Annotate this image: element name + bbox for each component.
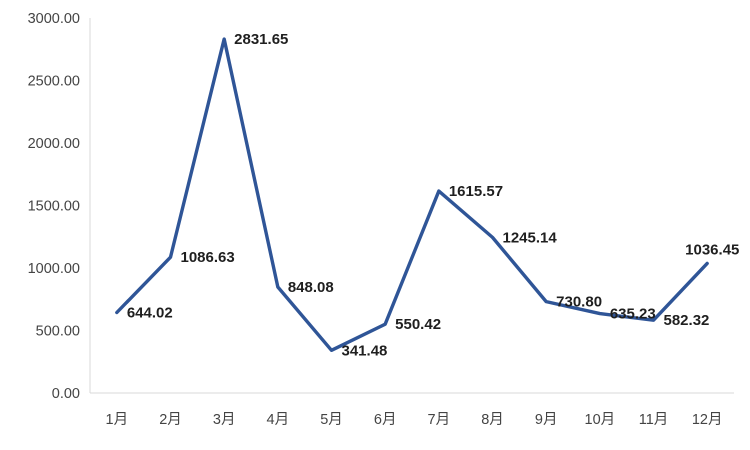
x-tick-label: 1月	[106, 412, 129, 428]
data-label: 550.42	[395, 316, 441, 333]
x-tick-label: 7月	[428, 412, 451, 428]
data-label: 1036.45	[685, 241, 739, 258]
data-label: 1615.57	[449, 183, 503, 200]
series-line	[115, 37, 709, 353]
data-label: 1245.14	[503, 229, 558, 246]
y-tick-label: 500.00	[36, 324, 80, 340]
y-tick-label: 2000.00	[28, 136, 80, 152]
data-label: 1086.63	[181, 249, 235, 266]
x-tick-label: 5月	[320, 412, 343, 428]
data-label: 341.48	[342, 342, 388, 359]
x-tick-label: 3月	[213, 412, 236, 428]
x-tick-label: 9月	[535, 412, 558, 428]
y-tick-label: 3000.00	[28, 11, 80, 27]
y-tick-label: 1500.00	[28, 199, 80, 215]
y-tick-label: 0.00	[52, 386, 80, 402]
x-tick-label: 8月	[481, 412, 504, 428]
x-tick-label: 10月	[585, 412, 616, 428]
x-tick-label: 4月	[267, 412, 290, 428]
y-tick-label: 1000.00	[28, 261, 80, 277]
data-label: 644.02	[127, 304, 173, 321]
x-tick-label: 6月	[374, 412, 397, 428]
data-label: 2831.65	[234, 31, 288, 48]
data-label: 730.80	[556, 294, 602, 311]
data-label: 848.08	[288, 279, 334, 296]
y-tick-label: 2500.00	[28, 74, 80, 90]
x-tick-label: 11月	[639, 412, 669, 428]
x-tick-label: 12月	[692, 412, 723, 428]
data-label: 582.32	[664, 312, 710, 329]
x-tick-label: 2月	[159, 412, 182, 428]
data-label: 635.23	[610, 306, 656, 323]
